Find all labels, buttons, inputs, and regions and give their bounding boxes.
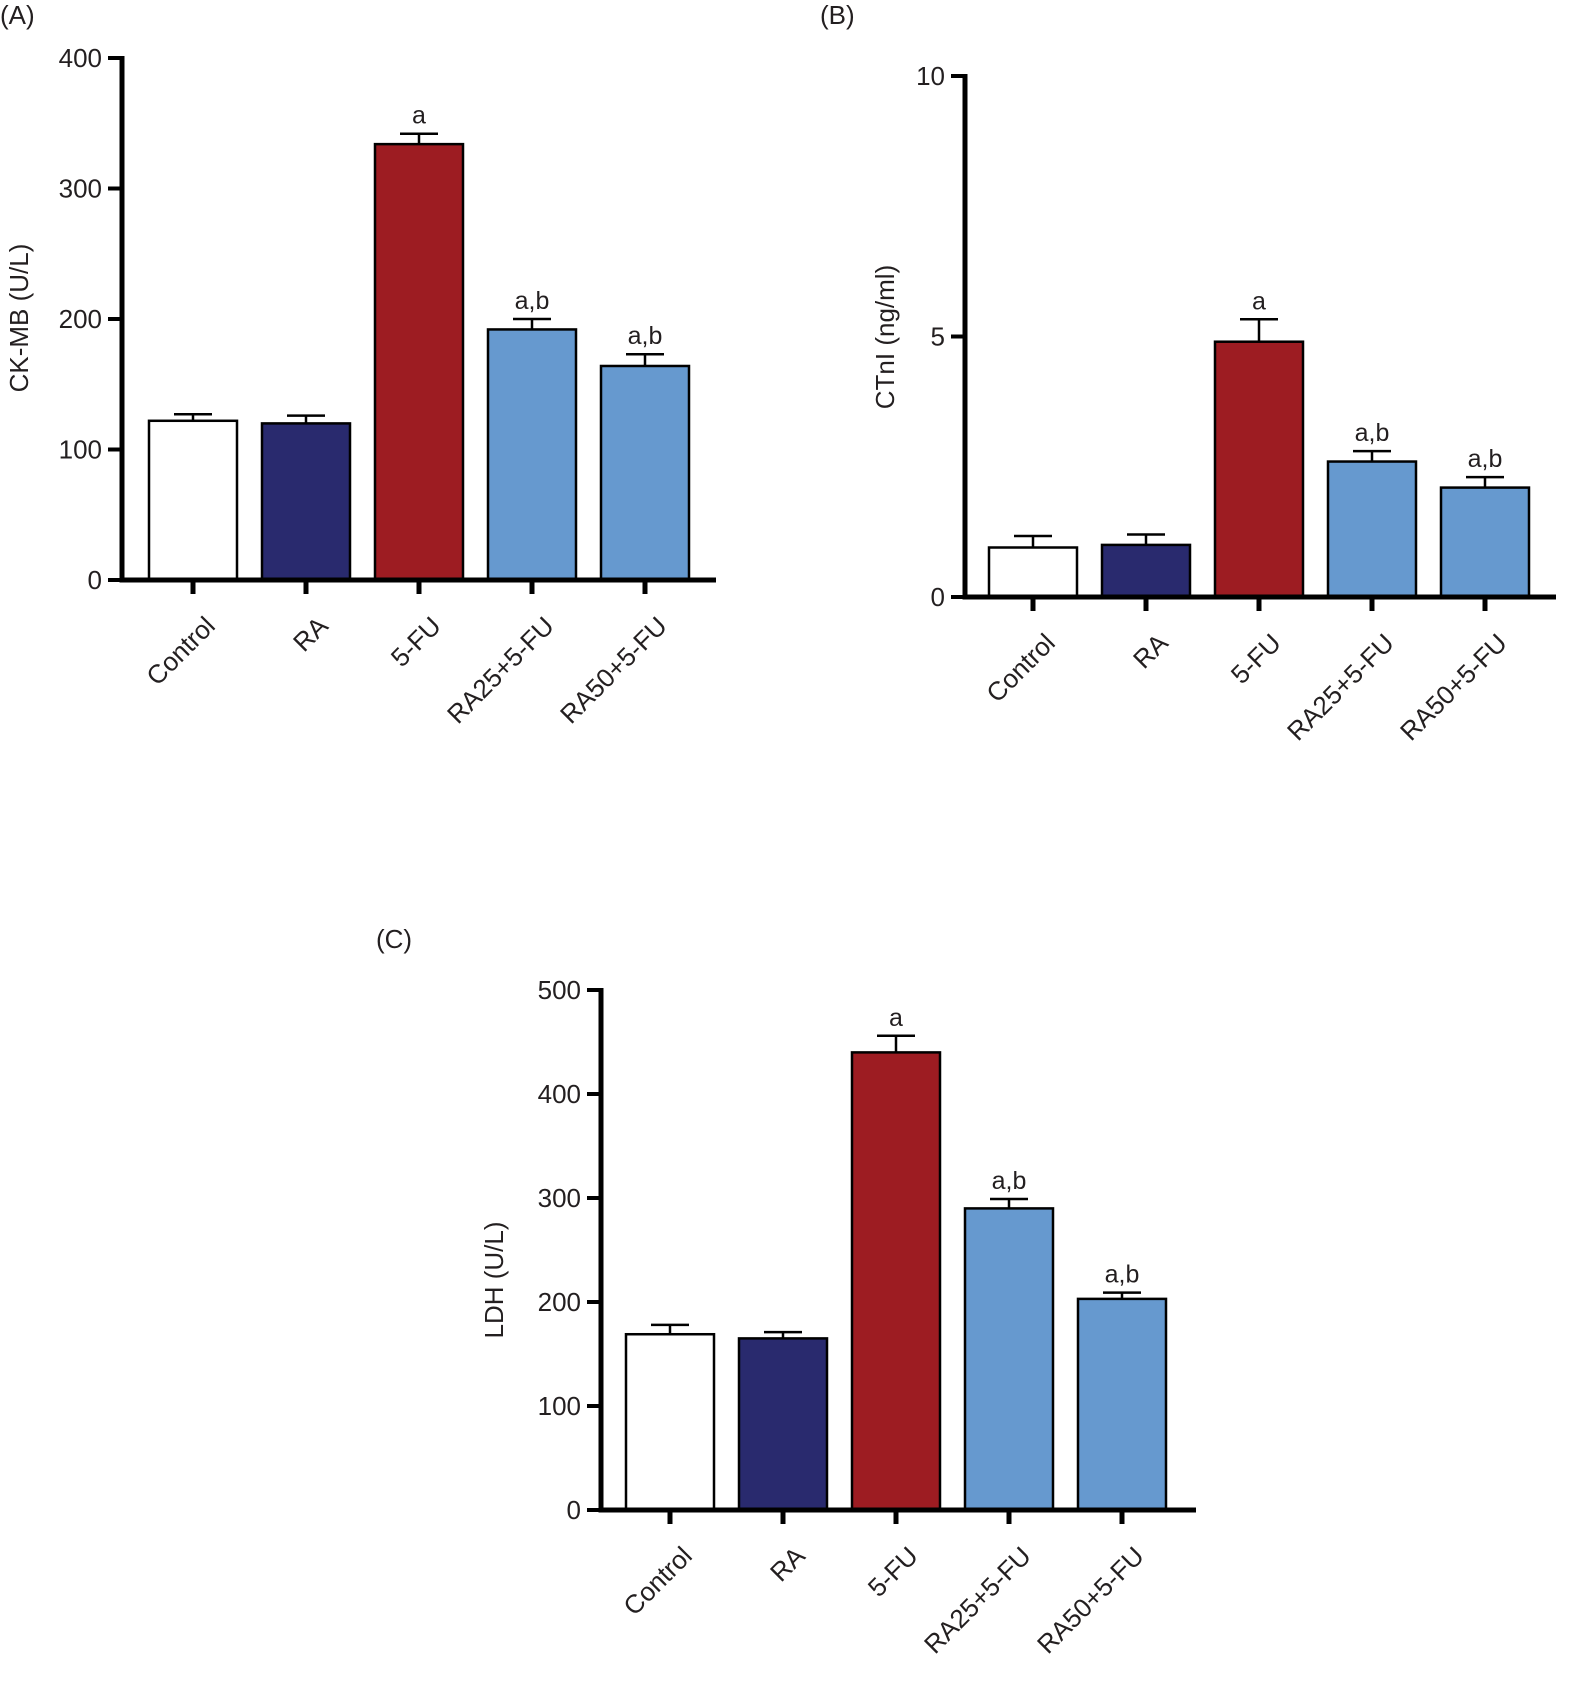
bar-control	[624, 1332, 716, 1512]
x-tick-label-ra50-5-fu: RA50+5-FU	[1394, 628, 1513, 747]
y-tick-label: 5	[931, 322, 945, 352]
x-tick-label-5-fu: 5-FU	[862, 1541, 924, 1603]
bar-5-fu	[1213, 340, 1305, 599]
x-tick-label-ra: RA	[287, 610, 334, 657]
x-tick-label-ra25-5-fu: RA25+5-FU	[918, 1541, 1037, 1660]
significance-label-5-fu: a	[1252, 287, 1266, 315]
x-tick-label-5-fu: 5-FU	[1225, 628, 1287, 690]
bar-ra50-5-fu	[599, 364, 691, 582]
y-tick-label: 300	[538, 1183, 581, 1213]
y-tick-label: 300	[59, 174, 102, 204]
y-tick-label: 100	[538, 1391, 581, 1421]
bar-ra25-5-fu	[963, 1207, 1055, 1512]
chart-panel-b: (B) Control RA a 5-FU a,b RA25+5-FU a,b RA50+5-F…	[820, 0, 1556, 746]
bar-ra	[1100, 543, 1192, 599]
y-tick-label: 0	[88, 565, 102, 595]
x-tick-label-control: Control	[617, 1541, 697, 1621]
significance-label-5-fu: a	[412, 102, 426, 130]
x-tick-label-control: Control	[980, 628, 1060, 708]
y-tick-label: 400	[59, 43, 102, 73]
panel-label: (A)	[0, 0, 35, 30]
bar-ra50-5-fu	[1076, 1297, 1168, 1512]
significance-label-ra25-5-fu: a,b	[515, 287, 550, 315]
x-tick-label-ra: RA	[1127, 627, 1174, 674]
panel-label: (C)	[376, 924, 412, 954]
x-tick-label-control: Control	[140, 611, 220, 691]
x-tick-label-ra50-5-fu: RA50+5-FU	[1031, 1541, 1150, 1660]
chart-panel-a: (A) Control RA a 5-FU a,b RA25+5-FU a,b RA50+5-F…	[0, 0, 716, 729]
bar-5-fu	[850, 1051, 942, 1512]
bar-ra	[737, 1337, 829, 1512]
bar-ra50-5-fu	[1439, 486, 1531, 599]
x-tick-label-ra: RA	[764, 1540, 811, 1587]
significance-label-ra25-5-fu: a,b	[992, 1167, 1027, 1195]
x-tick-label-ra25-5-fu: RA25+5-FU	[1281, 628, 1400, 747]
y-tick-label: 200	[59, 304, 102, 334]
significance-label-ra50-5-fu: a,b	[1105, 1261, 1140, 1289]
significance-label-5-fu: a	[889, 1004, 903, 1032]
bar-ra25-5-fu	[1326, 460, 1418, 599]
x-tick-label-5-fu: 5-FU	[385, 611, 447, 673]
y-tick-label: 400	[538, 1079, 581, 1109]
y-axis-title: CTnI (ng/ml)	[870, 265, 900, 409]
significance-label-ra50-5-fu: a,b	[1468, 445, 1503, 473]
y-axis-title: LDH (U/L)	[479, 1221, 509, 1338]
y-tick-label: 10	[916, 61, 945, 91]
y-tick-label: 500	[538, 975, 581, 1005]
bar-control	[987, 546, 1079, 599]
significance-label-ra50-5-fu: a,b	[628, 322, 663, 350]
y-axis-title: CK-MB (U/L)	[4, 244, 34, 393]
significance-label-ra25-5-fu: a,b	[1355, 419, 1390, 447]
y-tick-label: 200	[538, 1287, 581, 1317]
bar-control	[147, 419, 239, 582]
x-tick-label-ra25-5-fu: RA25+5-FU	[441, 611, 560, 730]
chart-panel-c: (C) Control RA a 5-FU a,b RA25+5-FU a,b RA50+5-F…	[376, 924, 1196, 1659]
y-tick-label: 0	[567, 1495, 581, 1525]
y-tick-label: 0	[931, 582, 945, 612]
bar-ra25-5-fu	[486, 328, 578, 582]
y-tick-label: 100	[59, 435, 102, 465]
panel-label: (B)	[820, 0, 855, 30]
bar-5-fu	[373, 142, 465, 582]
x-tick-label-ra50-5-fu: RA50+5-FU	[554, 611, 673, 730]
bar-ra	[260, 422, 352, 582]
